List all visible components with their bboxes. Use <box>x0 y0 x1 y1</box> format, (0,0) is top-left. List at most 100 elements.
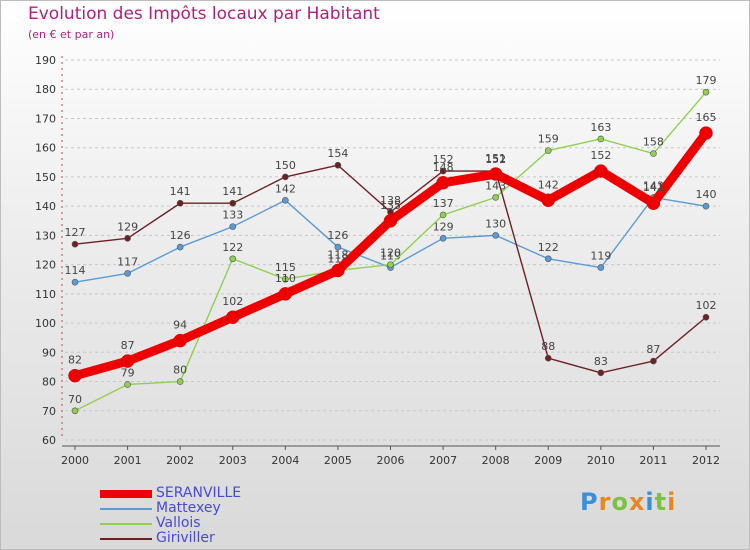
data-point <box>278 287 293 301</box>
x-tick-label: 2012 <box>692 454 720 467</box>
y-tick-label: 130 <box>35 229 56 242</box>
logo-letter: i <box>667 488 677 516</box>
data-label: 102 <box>222 295 243 308</box>
data-point <box>173 333 187 348</box>
y-tick-label: 120 <box>35 259 56 272</box>
data-point <box>282 173 289 181</box>
data-point <box>439 235 447 242</box>
data-label: 163 <box>590 121 611 134</box>
data-label: 122 <box>222 241 243 254</box>
data-point <box>646 196 661 210</box>
y-tick-label: 60 <box>42 434 56 447</box>
data-label: 129 <box>117 220 138 233</box>
x-tick-label: 2008 <box>482 454 510 467</box>
y-tick-label: 190 <box>35 54 56 67</box>
data-label: 141 <box>643 181 664 194</box>
data-point <box>176 199 184 207</box>
data-label: 83 <box>594 355 608 368</box>
legend-swatch <box>100 508 152 510</box>
data-label: 141 <box>170 185 191 198</box>
data-point <box>597 264 605 271</box>
legend-swatch <box>100 490 152 498</box>
y-tick-label: 140 <box>35 200 56 213</box>
data-label: 133 <box>222 209 243 222</box>
data-point <box>492 232 499 239</box>
data-label: 87 <box>646 343 660 356</box>
data-label: 165 <box>696 111 717 124</box>
data-label: 82 <box>68 354 82 367</box>
y-tick-label: 110 <box>35 288 56 301</box>
data-point <box>594 164 608 178</box>
data-point <box>541 193 555 208</box>
data-label: 142 <box>275 182 296 195</box>
data-point <box>331 263 345 278</box>
x-tick-label: 2002 <box>166 454 194 467</box>
data-label: 115 <box>275 261 296 274</box>
data-point <box>439 167 447 175</box>
data-label: 79 <box>121 366 135 379</box>
x-tick-label: 2000 <box>61 454 89 467</box>
data-label: 135 <box>380 199 401 212</box>
data-label: 94 <box>173 319 187 332</box>
data-label: 119 <box>590 250 611 263</box>
y-tick-label: 90 <box>42 346 56 359</box>
data-label: 126 <box>327 229 348 242</box>
legend-label: SERANVILLE <box>156 485 242 501</box>
logo-letter: x <box>628 488 646 516</box>
x-tick-label: 2007 <box>429 454 457 467</box>
data-label: 102 <box>696 299 717 312</box>
data-point <box>229 255 237 263</box>
x-tick-label: 2004 <box>271 454 299 467</box>
data-point <box>702 202 710 210</box>
data-point <box>124 270 131 277</box>
data-point <box>702 88 710 96</box>
y-tick-label: 100 <box>35 317 56 330</box>
data-label: 129 <box>433 220 454 233</box>
data-point <box>387 261 394 268</box>
logo-letter: o <box>611 488 629 516</box>
data-label: 138 <box>380 194 401 207</box>
chart-title: Evolution des Impôts locaux par Habitant <box>28 4 380 24</box>
data-point <box>71 407 79 415</box>
data-point <box>176 378 184 385</box>
data-point <box>229 223 237 230</box>
data-point <box>383 214 398 228</box>
data-label: 179 <box>696 74 717 87</box>
data-point <box>597 135 605 143</box>
data-label: 130 <box>485 217 506 230</box>
data-point <box>544 354 552 362</box>
legend-swatch <box>100 523 152 525</box>
data-point <box>702 313 710 321</box>
data-point <box>436 176 450 190</box>
data-label: 150 <box>275 159 296 172</box>
data-label: 141 <box>222 185 243 198</box>
y-tick-label: 150 <box>35 171 56 184</box>
data-point <box>650 150 657 157</box>
data-point <box>124 235 131 242</box>
data-point <box>176 243 184 251</box>
y-tick-label: 70 <box>42 405 56 418</box>
logo-letter: i <box>645 488 655 516</box>
data-point <box>120 354 135 368</box>
data-label: 142 <box>538 178 559 191</box>
data-point <box>71 278 79 286</box>
data-label: 114 <box>65 264 86 277</box>
logo-letter: r <box>598 488 612 516</box>
data-label: 126 <box>170 229 191 242</box>
data-label: 110 <box>275 272 296 285</box>
data-point <box>544 255 552 263</box>
x-tick-label: 2001 <box>114 454 142 467</box>
logo-letter: t <box>654 488 668 516</box>
data-label: 117 <box>117 255 138 268</box>
y-tick-label: 180 <box>35 83 56 96</box>
data-point <box>699 126 713 140</box>
data-point <box>488 167 503 181</box>
x-tick-label: 2011 <box>639 454 667 467</box>
data-label: 127 <box>65 226 86 239</box>
data-label: 158 <box>643 136 664 149</box>
data-point <box>124 381 131 388</box>
chart-subtitle: (en € et par an) <box>28 28 115 41</box>
data-point <box>68 368 82 383</box>
legend-label: Giriviller <box>156 530 215 546</box>
x-tick-label: 2005 <box>324 454 352 467</box>
